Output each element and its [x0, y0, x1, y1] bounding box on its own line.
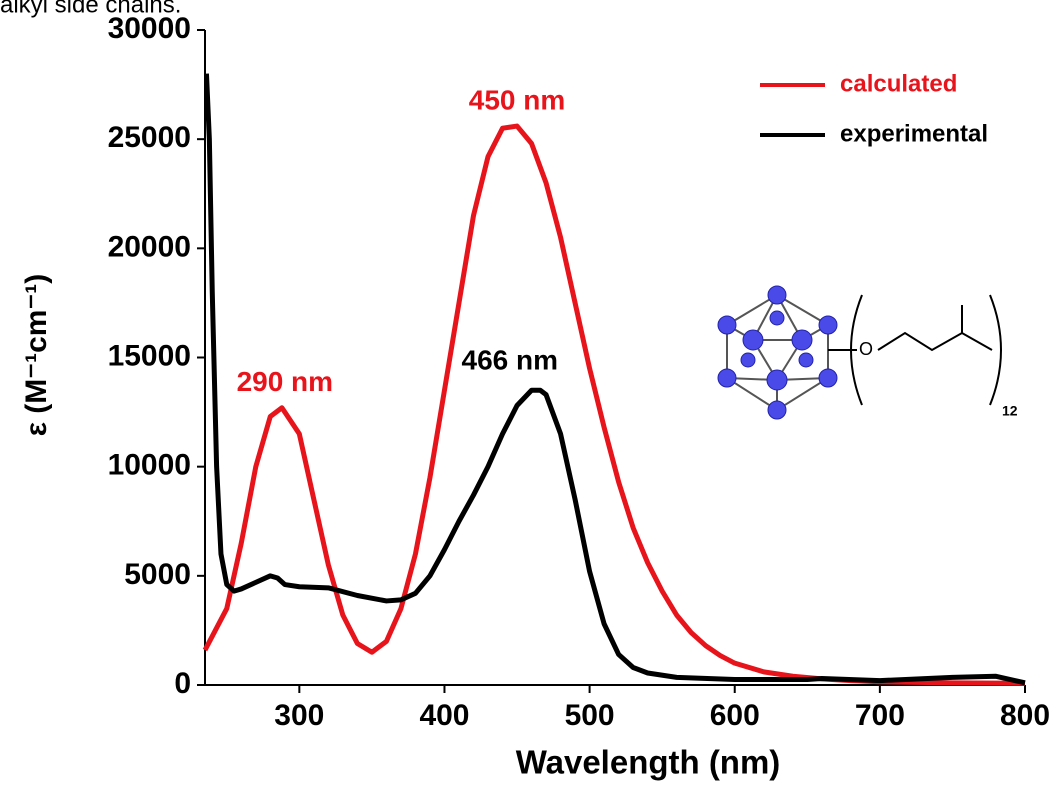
y-axis-label: ε (M⁻¹cm⁻¹)	[20, 274, 53, 437]
x-tick-label: 700	[855, 699, 905, 732]
legend-label: calculated	[840, 70, 957, 97]
x-axis-label: Wavelength (nm)	[516, 744, 781, 781]
legend-label: experimental	[840, 120, 988, 147]
y-tick-label: 25000	[108, 121, 191, 154]
x-tick-label: 400	[419, 699, 469, 732]
y-tick-label: 0	[174, 667, 191, 700]
line	[205, 126, 1025, 683]
x-tick-label: 500	[565, 699, 615, 732]
chart: alkyl side chains. Wavelength (nm) ε (M⁻…	[0, 0, 1061, 785]
annotation: 290 nm	[237, 366, 334, 397]
page: alkyl side chains. Wavelength (nm) ε (M⁻…	[0, 0, 1061, 790]
annotation: 450 nm	[469, 84, 566, 115]
x-tick-label: 300	[274, 699, 324, 732]
structure-label: O	[859, 339, 873, 359]
y-tick-label: 20000	[108, 230, 191, 263]
y-tick-label: 10000	[108, 449, 191, 482]
x-tick-label: 600	[710, 699, 760, 732]
y-tick-label: 5000	[124, 558, 191, 591]
structure-label: 12	[1002, 403, 1018, 419]
x-tick-label: 800	[1000, 699, 1050, 732]
annotation: 466 nm	[462, 344, 559, 375]
y-tick-label: 15000	[108, 339, 191, 372]
y-tick-label: 30000	[108, 12, 191, 45]
